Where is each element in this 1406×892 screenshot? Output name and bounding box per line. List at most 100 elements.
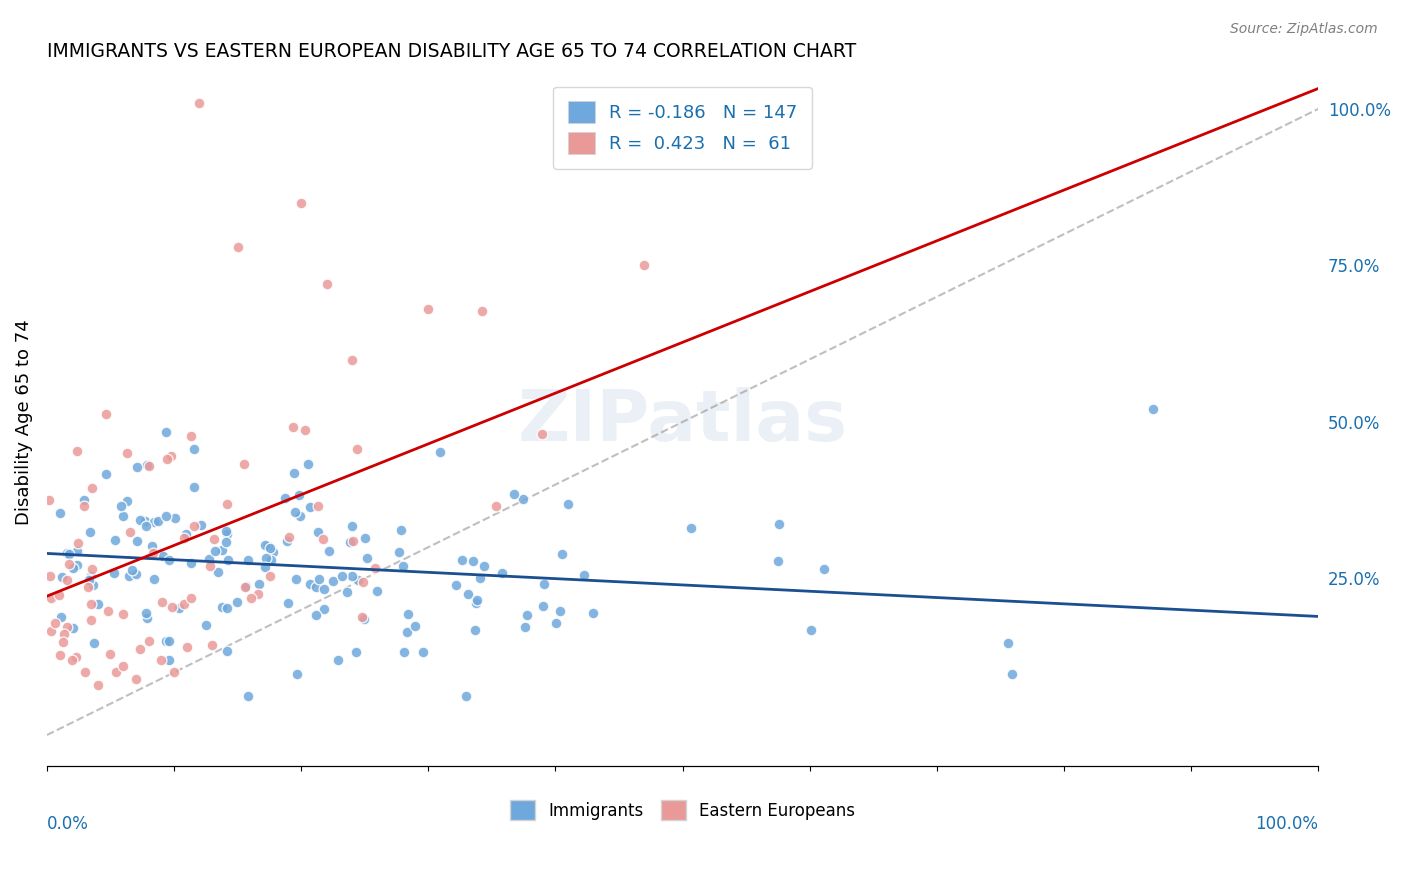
Point [104, 665, 127, 680]
Legend: Immigrants, Eastern Europeans: Immigrants, Eastern Europeans [503, 793, 862, 827]
Point [356, 550, 378, 565]
Point [353, 612, 375, 626]
Point [163, 665, 186, 680]
Point [551, 547, 574, 561]
Point [49, 648, 72, 663]
Point [152, 549, 174, 563]
Point [307, 499, 329, 513]
Point [87, 678, 110, 692]
Point [290, 195, 312, 210]
Point [330, 568, 353, 582]
Point [44, 615, 66, 630]
Point [239, 591, 262, 605]
Point [96, 467, 118, 481]
Point [176, 640, 198, 655]
Point [297, 457, 319, 471]
Point [115, 493, 138, 508]
Point [49, 610, 72, 624]
Point [215, 524, 238, 538]
Point [190, 518, 212, 533]
Point [180, 591, 202, 605]
Point [138, 458, 160, 473]
Point [198, 558, 221, 573]
Point [207, 565, 229, 579]
Point [260, 553, 283, 567]
Point [73, 665, 96, 680]
Point [388, 545, 411, 559]
Point [65, 649, 87, 664]
Point [465, 592, 488, 607]
Point [276, 534, 298, 549]
Point [633, 259, 655, 273]
Point [174, 527, 197, 541]
Point [77, 580, 100, 594]
Point [681, 521, 703, 535]
Point [183, 480, 205, 494]
Point [284, 505, 307, 519]
Point [80, 597, 103, 611]
Point [550, 604, 572, 618]
Point [233, 580, 256, 594]
Point [328, 653, 350, 667]
Point [418, 302, 440, 317]
Point [232, 457, 254, 471]
Point [322, 574, 344, 588]
Point [283, 466, 305, 480]
Point [314, 602, 336, 616]
Point [515, 620, 537, 634]
Point [288, 488, 311, 502]
Point [254, 550, 277, 565]
Point [163, 511, 186, 525]
Point [238, 552, 260, 566]
Point [215, 600, 238, 615]
Point [80, 613, 103, 627]
Text: 0.0%: 0.0% [46, 814, 89, 832]
Point [201, 638, 224, 652]
Point [278, 530, 301, 544]
Point [66, 544, 89, 558]
Point [215, 534, 238, 549]
Point [111, 607, 134, 622]
Point [183, 519, 205, 533]
Point [129, 641, 152, 656]
Point [48, 589, 70, 603]
Point [315, 277, 337, 292]
Point [339, 534, 361, 549]
Point [58, 547, 80, 561]
Point [235, 579, 257, 593]
Point [259, 568, 281, 582]
Point [446, 578, 468, 592]
Point [155, 509, 177, 524]
Point [1142, 402, 1164, 417]
Point [66, 444, 89, 458]
Point [391, 558, 413, 573]
Point [160, 450, 183, 464]
Point [73, 492, 96, 507]
Point [557, 497, 579, 511]
Point [294, 423, 316, 437]
Text: 100.0%: 100.0% [1256, 814, 1319, 832]
Point [124, 566, 146, 581]
Point [997, 636, 1019, 650]
Point [283, 420, 305, 434]
Point [502, 487, 524, 501]
Point [173, 597, 195, 611]
Point [347, 574, 370, 588]
Point [157, 634, 180, 648]
Point [155, 425, 177, 440]
Point [451, 552, 474, 566]
Point [56, 546, 79, 560]
Point [215, 644, 238, 658]
Point [318, 544, 340, 558]
Point [125, 672, 148, 686]
Point [97, 604, 120, 618]
Point [188, 95, 211, 110]
Text: ZIPatlas: ZIPatlas [517, 387, 848, 457]
Point [56, 620, 79, 634]
Point [544, 616, 567, 631]
Point [516, 608, 538, 623]
Point [285, 572, 308, 586]
Point [305, 608, 328, 623]
Point [429, 445, 451, 459]
Point [56, 573, 79, 587]
